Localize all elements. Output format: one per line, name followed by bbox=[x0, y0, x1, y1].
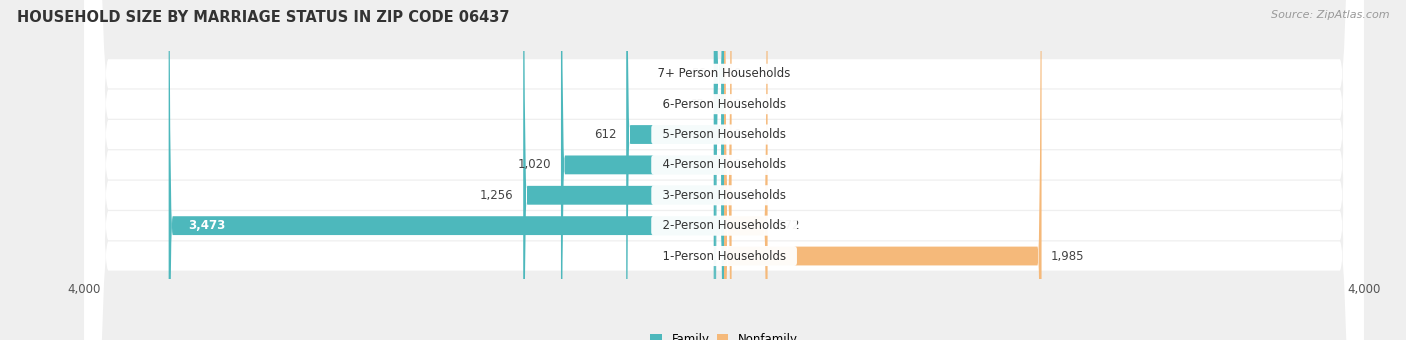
Text: 4-Person Households: 4-Person Households bbox=[655, 158, 793, 171]
FancyBboxPatch shape bbox=[561, 0, 724, 340]
FancyBboxPatch shape bbox=[626, 0, 724, 340]
Text: 56: 56 bbox=[690, 67, 706, 80]
Text: 612: 612 bbox=[595, 128, 617, 141]
Text: 5-Person Households: 5-Person Households bbox=[655, 128, 793, 141]
FancyBboxPatch shape bbox=[523, 0, 724, 340]
FancyBboxPatch shape bbox=[169, 0, 724, 340]
FancyBboxPatch shape bbox=[84, 0, 1364, 340]
Text: 2-Person Households: 2-Person Households bbox=[655, 219, 793, 232]
Text: 6-Person Households: 6-Person Households bbox=[655, 98, 793, 111]
FancyBboxPatch shape bbox=[84, 0, 1364, 340]
Text: 65: 65 bbox=[689, 98, 704, 111]
Text: 47: 47 bbox=[741, 189, 756, 202]
FancyBboxPatch shape bbox=[84, 0, 1364, 340]
FancyBboxPatch shape bbox=[84, 0, 1364, 340]
FancyBboxPatch shape bbox=[724, 0, 768, 340]
FancyBboxPatch shape bbox=[84, 0, 1364, 340]
Text: 1,020: 1,020 bbox=[517, 158, 551, 171]
Text: 7+ Person Households: 7+ Person Households bbox=[650, 67, 799, 80]
Text: 1-Person Households: 1-Person Households bbox=[655, 250, 793, 262]
FancyBboxPatch shape bbox=[714, 0, 724, 340]
FancyBboxPatch shape bbox=[84, 0, 1364, 340]
Text: 1,256: 1,256 bbox=[479, 189, 513, 202]
Text: 3-Person Households: 3-Person Households bbox=[655, 189, 793, 202]
Legend: Family, Nonfamily: Family, Nonfamily bbox=[651, 333, 797, 340]
FancyBboxPatch shape bbox=[724, 0, 731, 340]
Text: Source: ZipAtlas.com: Source: ZipAtlas.com bbox=[1271, 10, 1389, 20]
Text: 272: 272 bbox=[778, 219, 800, 232]
FancyBboxPatch shape bbox=[84, 0, 1364, 340]
FancyBboxPatch shape bbox=[724, 0, 1042, 340]
Text: 0: 0 bbox=[734, 98, 741, 111]
Text: 3,473: 3,473 bbox=[188, 219, 225, 232]
Text: 0: 0 bbox=[734, 67, 741, 80]
Text: 0: 0 bbox=[734, 158, 741, 171]
Text: 0: 0 bbox=[734, 128, 741, 141]
FancyBboxPatch shape bbox=[716, 0, 724, 340]
Text: HOUSEHOLD SIZE BY MARRIAGE STATUS IN ZIP CODE 06437: HOUSEHOLD SIZE BY MARRIAGE STATUS IN ZIP… bbox=[17, 10, 509, 25]
Text: 1,985: 1,985 bbox=[1052, 250, 1084, 262]
